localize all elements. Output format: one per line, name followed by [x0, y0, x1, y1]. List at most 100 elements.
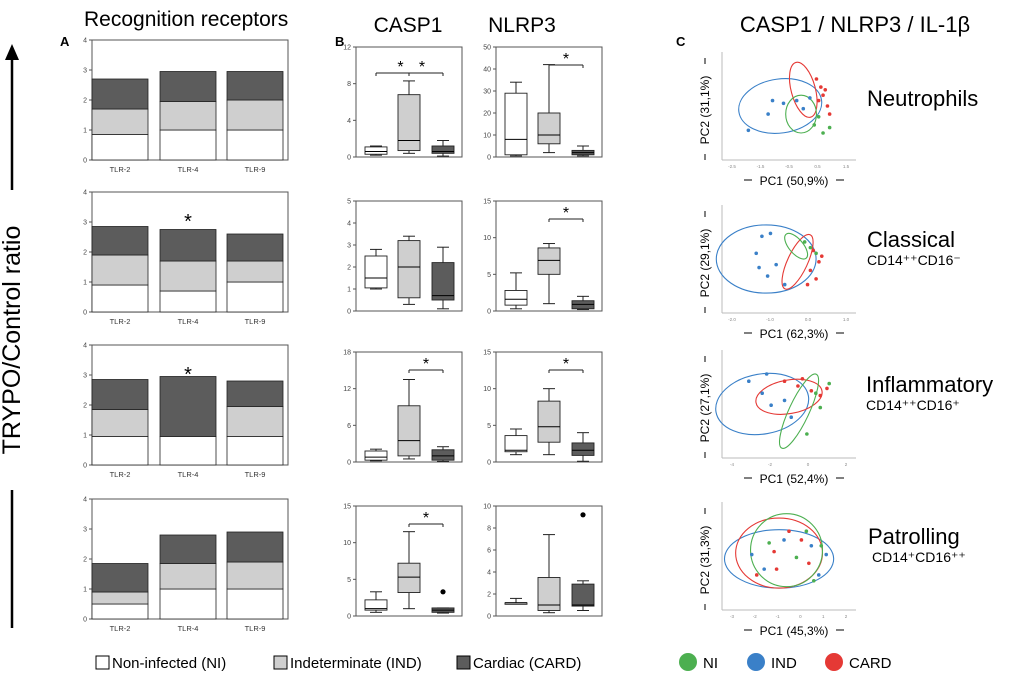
scatter-point-ind — [757, 265, 761, 270]
pca-x-tick-label: -2 — [768, 462, 772, 467]
nlrp3-box-frame — [495, 200, 603, 312]
scatter-point-card — [823, 88, 828, 92]
scatter-point-ind — [747, 379, 751, 384]
scatter-point-ni — [814, 251, 818, 256]
stacked-bar-segment — [226, 531, 284, 563]
significance-asterisk: * — [419, 59, 425, 76]
y-tick-label: 0 — [83, 310, 87, 317]
y-axis-arrowhead — [5, 44, 19, 60]
significance-asterisk: * — [563, 51, 569, 68]
stacked-bar-segment — [159, 436, 217, 466]
scatter-point-ind — [754, 251, 759, 256]
panel-label-b: B — [335, 34, 344, 49]
y-tick-label: 3 — [83, 68, 87, 75]
y-tick-label: 4 — [83, 38, 87, 45]
confidence-ellipse — [785, 94, 818, 134]
pca-x-tick-label: 2 — [845, 614, 848, 619]
box-iqr — [537, 577, 561, 611]
box-iqr — [364, 450, 388, 461]
legend-swatch-card — [456, 655, 471, 670]
stacked-bar-segment — [226, 561, 284, 590]
scatter-point-ni — [804, 529, 809, 533]
significance-asterisk: * — [563, 356, 569, 373]
legend-label-ind: Indeterminate (IND) — [290, 655, 422, 672]
scatter-point-card — [774, 567, 779, 571]
scatter-point-ind — [782, 398, 787, 403]
category-label: TLR-4 — [178, 624, 199, 633]
category-label: TLR-4 — [178, 317, 199, 326]
y-tick-label: 1 — [83, 587, 87, 594]
stacked-bar-segment — [91, 134, 149, 161]
scatter-point-ni — [816, 115, 821, 119]
pca-y-label: PC2 (29,1%) — [698, 229, 712, 298]
y-tick-label: 50 — [483, 45, 491, 52]
pca-y-label: PC2 (31,1%) — [698, 76, 712, 145]
y-axis-label-bg — [1, 190, 23, 490]
confidence-ellipse — [749, 513, 824, 588]
box-iqr — [571, 442, 595, 456]
y-tick-label: 8 — [347, 81, 351, 88]
scatter-point-ind — [816, 573, 821, 577]
scatter-point-card — [807, 561, 811, 566]
category-label: TLR-2 — [110, 470, 131, 479]
stacked-bar-segment — [91, 379, 149, 410]
y-tick-label: 6 — [347, 423, 351, 430]
casp1-box-frame — [355, 351, 463, 463]
casp1-box-frame — [355, 200, 463, 312]
box-iqr — [431, 449, 455, 461]
box-iqr — [504, 290, 528, 306]
scatter-point-card — [754, 573, 759, 577]
scatter-point-card — [805, 282, 810, 287]
nlrp3-box-frame — [495, 505, 603, 617]
y-tick-label: 4 — [487, 570, 491, 577]
stacked-bar-segment — [91, 254, 149, 286]
scatter-point-card — [787, 529, 791, 533]
y-tick-label: 15 — [343, 504, 351, 511]
y-tick-label: 2 — [83, 557, 87, 564]
y-tick-label: 0 — [347, 614, 351, 621]
confidence-ellipse — [755, 378, 823, 415]
scatter-point-card — [816, 98, 821, 103]
stacked-bar-segment — [226, 99, 284, 131]
legend-swatch-ind — [273, 655, 288, 670]
panel-label-a: A — [60, 34, 70, 49]
pca-x-tick-label: -2.5 — [728, 164, 736, 169]
scatter-point-ni — [767, 541, 771, 545]
stacked-bar-segment — [91, 591, 149, 605]
y-tick-label: 2 — [83, 98, 87, 105]
scatter-point-card — [821, 93, 825, 97]
stacked-bar-segment — [91, 436, 149, 466]
scatter-point-card — [818, 393, 823, 398]
scatter-point-ind — [782, 538, 786, 542]
box-iqr — [537, 400, 561, 443]
stacked-bar-segment — [226, 380, 284, 407]
scatter-point-ni — [827, 381, 831, 386]
y-tick-label: 0 — [347, 460, 351, 467]
box-iqr — [504, 92, 528, 156]
recognition-receptors-title: Recognition receptors — [84, 8, 288, 31]
pca-x-tick-label: 1.0 — [843, 317, 850, 322]
scatter-point-card — [772, 549, 776, 554]
stacked-bar-segment — [226, 588, 284, 620]
y-tick-label: 10 — [483, 133, 491, 140]
scatter-point-card — [825, 104, 830, 108]
scatter-point-card — [819, 85, 823, 89]
box-iqr — [537, 112, 561, 145]
scatter-point-ni — [812, 123, 817, 127]
category-label: TLR-9 — [245, 165, 266, 174]
scatter-point-ind — [765, 274, 770, 278]
legend: Non-infected (NI) Indeterminate (IND) Ca… — [95, 653, 892, 672]
y-axis-label: TRYPO/Control ratio — [0, 226, 26, 455]
pca-x-tick-label: 0.5 — [814, 164, 821, 169]
scatter-point-ind — [760, 391, 764, 396]
y-tick-label: 3 — [83, 527, 87, 534]
scatter-point-card — [808, 268, 813, 273]
box-iqr — [504, 435, 528, 453]
box-iqr — [397, 94, 421, 152]
y-tick-label: 5 — [487, 272, 491, 279]
scatter-point-card — [796, 384, 800, 388]
significance-asterisk: * — [423, 510, 429, 527]
legend-dot-label-ind: IND — [771, 655, 797, 672]
y-tick-label: 10 — [343, 540, 351, 547]
scatter-point-ind — [762, 567, 766, 571]
